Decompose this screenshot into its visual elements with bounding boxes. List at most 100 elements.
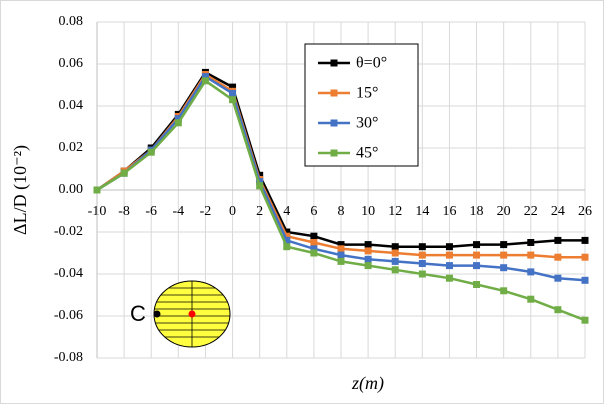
x-tick-label: 14 <box>415 204 429 219</box>
marker <box>445 243 453 251</box>
marker <box>554 236 562 244</box>
marker <box>93 186 101 194</box>
marker <box>337 257 345 265</box>
x-tick-label: 18 <box>470 204 484 219</box>
marker <box>445 262 453 270</box>
y-axis-label: ΔL/D (10⁻²) <box>10 145 31 235</box>
y-tick-label: 0.08 <box>59 14 84 29</box>
marker <box>391 243 399 251</box>
legend-label: θ=0° <box>356 55 387 72</box>
legend-marker <box>330 59 338 67</box>
marker <box>229 96 237 104</box>
marker <box>310 245 318 253</box>
legend-label: 30° <box>356 115 378 132</box>
x-tick-label: 8 <box>338 204 345 219</box>
marker <box>500 241 508 249</box>
legend-box <box>304 43 419 167</box>
marker <box>581 236 589 244</box>
x-tick-label: 16 <box>442 204 456 219</box>
marker <box>418 243 426 251</box>
marker <box>473 262 481 270</box>
marker <box>283 232 291 240</box>
x-axis-label: z(m) <box>351 373 384 394</box>
marker <box>201 73 209 81</box>
x-tick-label: -6 <box>145 204 157 219</box>
marker <box>337 245 345 253</box>
x-tick-label: 22 <box>524 204 538 219</box>
x-tick-label: -8 <box>118 204 130 219</box>
y-tick-label: -0.02 <box>54 224 83 239</box>
marker <box>337 251 345 259</box>
marker <box>500 287 508 295</box>
legend-label: 15° <box>356 85 378 102</box>
x-tick-label: -2 <box>200 204 212 219</box>
marker <box>337 241 345 249</box>
legend-label: 45° <box>356 145 378 162</box>
marker <box>445 274 453 282</box>
legend-marker <box>330 149 338 157</box>
marker <box>527 239 535 246</box>
x-tick-label: 6 <box>310 204 317 219</box>
marker <box>527 295 535 303</box>
y-tick-label: 0.06 <box>59 56 84 71</box>
legend-marker <box>330 119 338 127</box>
marker <box>256 182 264 190</box>
marker <box>174 115 182 123</box>
point-c <box>153 310 161 318</box>
marker <box>554 253 562 261</box>
marker <box>500 251 508 259</box>
marker <box>581 253 589 261</box>
marker <box>283 243 291 251</box>
marker <box>554 306 562 314</box>
marker <box>283 236 291 244</box>
marker <box>581 276 589 284</box>
marker <box>527 268 535 276</box>
marker <box>391 257 399 265</box>
marker <box>364 247 372 255</box>
y-tick-label: -0.06 <box>54 308 83 323</box>
x-tick-label: 0 <box>229 204 236 219</box>
x-tick-label: 4 <box>283 204 290 219</box>
marker <box>418 270 426 278</box>
x-tick-label: 10 <box>361 204 375 219</box>
marker <box>364 241 372 249</box>
x-tick-label: 24 <box>551 204 565 219</box>
y-tick-label: 0.04 <box>59 98 84 113</box>
marker <box>364 262 372 270</box>
marker <box>500 264 508 272</box>
marker <box>120 169 128 177</box>
y-tick-label: 0.02 <box>59 140 84 155</box>
marker <box>310 249 318 257</box>
y-tick-label: 0.00 <box>59 182 84 197</box>
marker <box>527 251 535 259</box>
marker <box>147 148 155 156</box>
marker <box>391 249 399 257</box>
marker <box>473 281 481 288</box>
marker <box>473 251 481 259</box>
marker <box>418 260 426 267</box>
marker <box>174 119 182 127</box>
marker <box>473 241 481 249</box>
legend-marker <box>330 89 338 97</box>
marker <box>364 255 372 263</box>
marker <box>391 266 399 274</box>
y-tick-label: -0.08 <box>54 350 83 365</box>
marker <box>581 316 589 324</box>
marker <box>445 251 453 259</box>
x-tick-label: -4 <box>172 204 184 219</box>
marker <box>310 239 318 246</box>
marker <box>310 232 318 240</box>
x-tick-label: 12 <box>388 204 402 219</box>
marker <box>554 274 562 282</box>
inset-label: C <box>130 301 146 326</box>
marker <box>229 83 237 91</box>
x-tick-label: 26 <box>578 204 592 219</box>
marker <box>283 228 291 236</box>
y-tick-label: -0.04 <box>54 266 83 281</box>
center-dot <box>188 310 196 318</box>
x-tick-label: 20 <box>497 204 511 219</box>
marker <box>201 77 209 85</box>
x-tick-label: 2 <box>256 204 263 219</box>
marker <box>256 178 264 186</box>
